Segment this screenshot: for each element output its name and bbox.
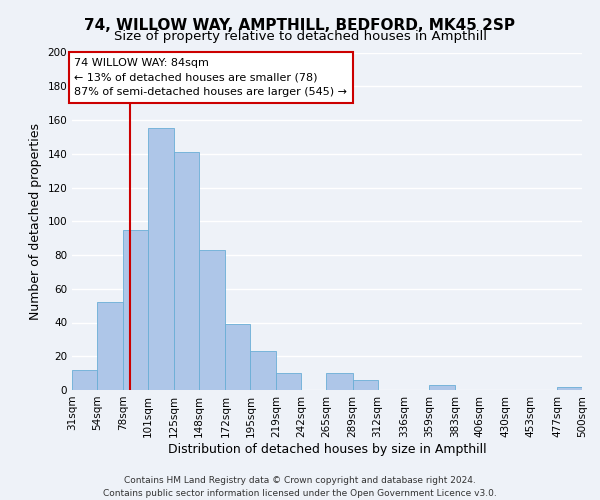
Bar <box>326 373 353 390</box>
Bar <box>277 373 301 390</box>
Bar <box>72 370 97 390</box>
Bar <box>557 386 582 390</box>
Bar <box>148 128 174 390</box>
Bar <box>97 302 123 390</box>
Text: 74, WILLOW WAY, AMPTHILL, BEDFORD, MK45 2SP: 74, WILLOW WAY, AMPTHILL, BEDFORD, MK45 … <box>85 18 515 32</box>
Text: 74 WILLOW WAY: 84sqm
← 13% of detached houses are smaller (78)
87% of semi-detac: 74 WILLOW WAY: 84sqm ← 13% of detached h… <box>74 58 347 97</box>
Bar <box>174 152 199 390</box>
Bar <box>250 351 277 390</box>
Text: Contains HM Land Registry data © Crown copyright and database right 2024.
Contai: Contains HM Land Registry data © Crown c… <box>103 476 497 498</box>
Text: Size of property relative to detached houses in Ampthill: Size of property relative to detached ho… <box>113 30 487 43</box>
Bar <box>428 385 455 390</box>
Bar <box>226 324 250 390</box>
Bar <box>353 380 377 390</box>
Y-axis label: Number of detached properties: Number of detached properties <box>29 122 42 320</box>
X-axis label: Distribution of detached houses by size in Ampthill: Distribution of detached houses by size … <box>167 442 487 456</box>
Bar <box>123 230 148 390</box>
Bar <box>199 250 226 390</box>
